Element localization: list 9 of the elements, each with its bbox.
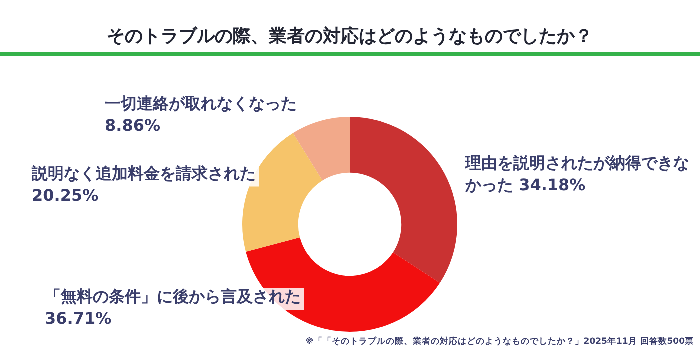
data-label: 8.86% xyxy=(105,116,161,136)
slice-label: 理由を説明されたが納得できなかった 34.18% xyxy=(464,154,690,195)
slice-label: 説明なく追加料金を請求された xyxy=(31,164,256,183)
text: ※「「そのトラブルの際、業者の対応はどのようなものでしたか？」2025年11月 回答数500票 xyxy=(306,336,694,348)
chart-title: そのトラブルの際、業者の対応はどのようなものでしたか？ xyxy=(106,25,594,49)
data-label: 20.25% xyxy=(32,186,99,205)
slice-label: 「無料の条件」に後から言及された xyxy=(45,287,301,306)
data-label: 36.71% xyxy=(45,309,112,328)
slice-label: 一切連絡が取れなくなった xyxy=(105,94,297,114)
